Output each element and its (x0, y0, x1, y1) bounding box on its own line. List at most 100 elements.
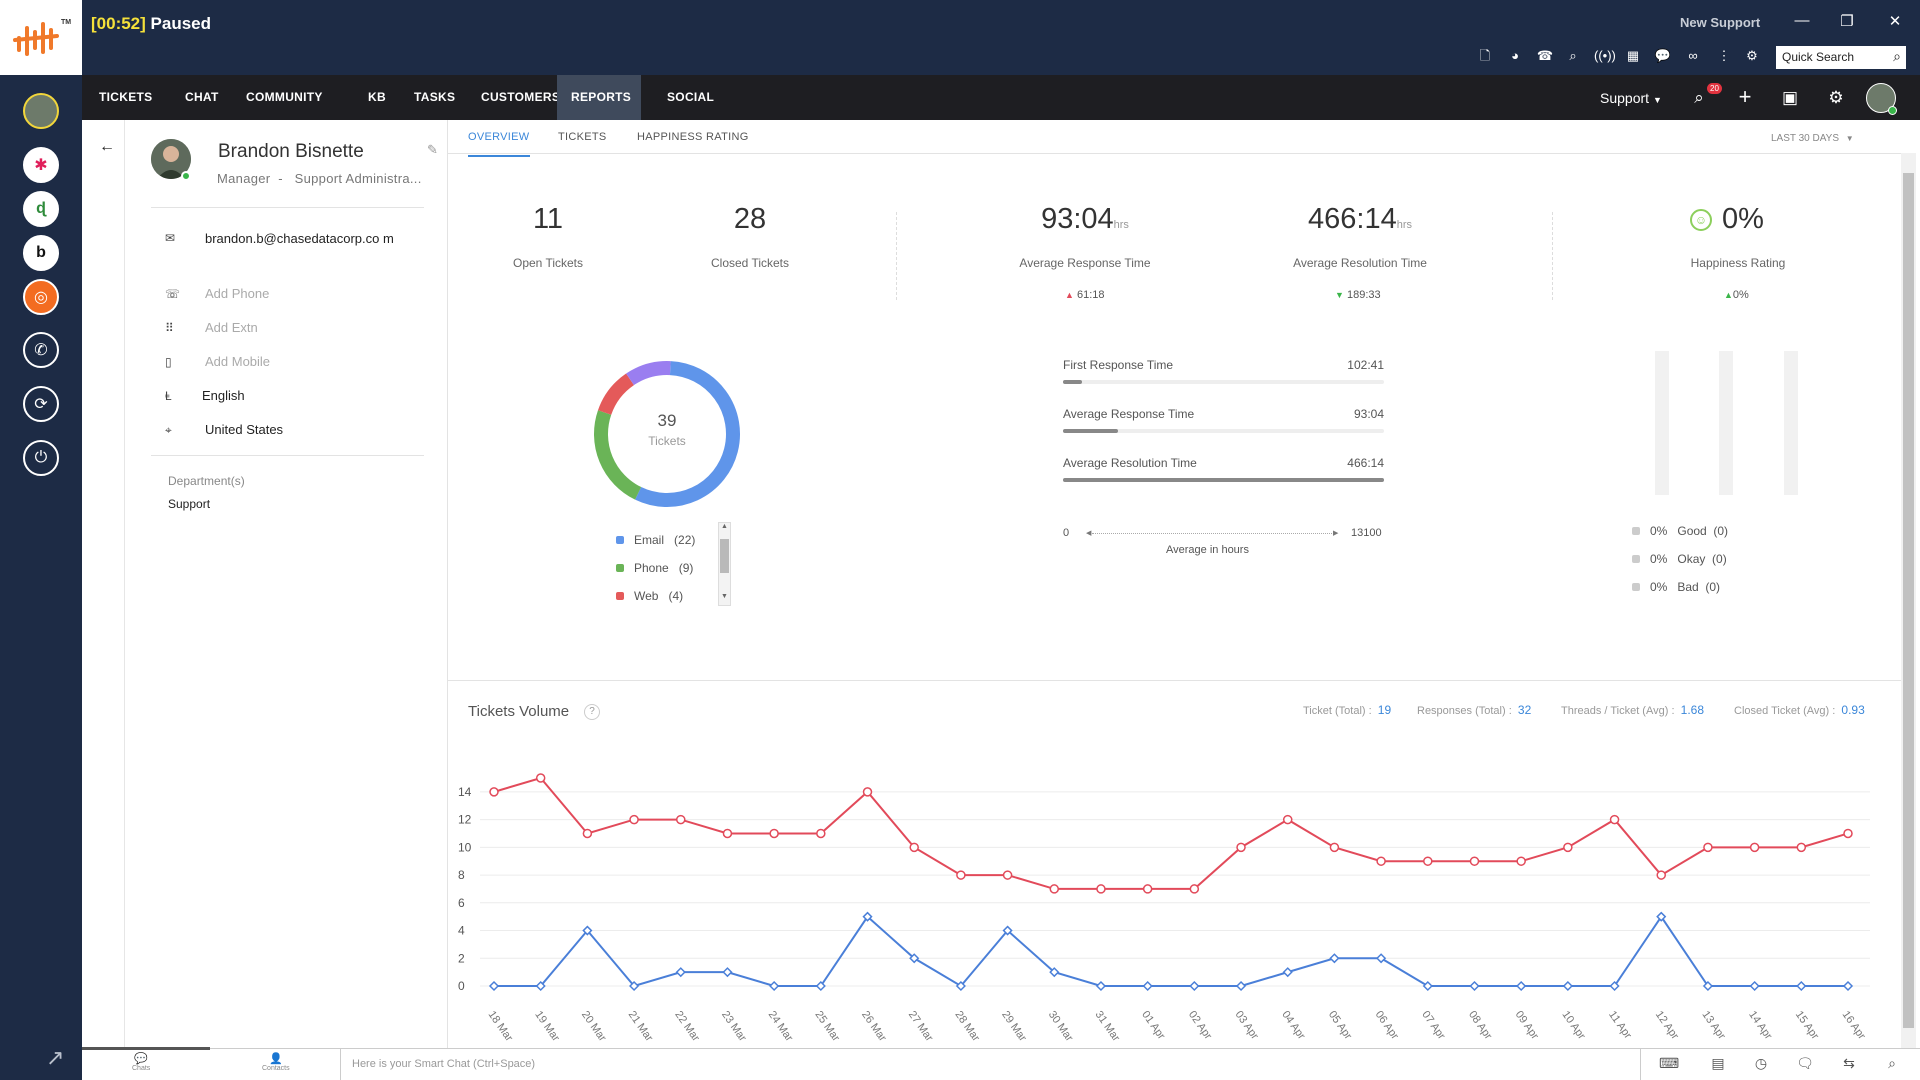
pie-chart-icon[interactable]: ◕ (1511, 48, 1519, 63)
series-point[interactable] (1796, 842, 1807, 853)
series-point[interactable] (1516, 980, 1527, 992)
search-icon[interactable]: ⌕ (1694, 88, 1704, 107)
donut-slice-other[interactable] (626, 361, 671, 386)
series-point[interactable] (1469, 980, 1480, 992)
series-point[interactable] (722, 828, 733, 839)
series-point[interactable] (1702, 980, 1713, 992)
chat-bubbles-icon[interactable]: 💬 (1654, 48, 1672, 63)
series-point[interactable] (1749, 842, 1760, 853)
series-point[interactable] (629, 814, 639, 825)
series-point[interactable] (1002, 870, 1013, 880)
notes-icon[interactable]: ▤ (1711, 1055, 1725, 1071)
add-mobile-row[interactable]: ▯ Add Mobile (165, 354, 405, 369)
series-point[interactable] (909, 842, 919, 853)
search-icon[interactable]: ⌕ (1893, 48, 1901, 64)
series-point[interactable] (582, 828, 593, 839)
donut-slice-phone[interactable] (594, 410, 642, 500)
more-vertical-icon[interactable]: ⋮ (1717, 48, 1731, 63)
search-icon[interactable]: ⌕ (1569, 48, 1577, 63)
freshdesk-icon[interactable]: ɖ (23, 191, 59, 227)
series-point[interactable] (1189, 884, 1200, 894)
series-point[interactable] (1142, 980, 1153, 992)
tab-tickets[interactable]: TICKETS (558, 131, 607, 143)
nav-reports[interactable]: REPORTS (557, 75, 641, 120)
series-point[interactable] (956, 870, 966, 880)
slack-icon[interactable]: ✱ (23, 147, 59, 183)
series-point[interactable] (1049, 967, 1060, 978)
donut-slice-email[interactable] (635, 361, 740, 507)
series-point[interactable] (769, 980, 780, 992)
series-point[interactable] (1376, 953, 1387, 964)
document-icon[interactable]: 🗋 (1479, 48, 1491, 63)
series-point[interactable] (1142, 884, 1153, 894)
series-point[interactable] (1749, 980, 1760, 992)
series-point[interactable] (535, 980, 546, 992)
nav-tasks[interactable]: TASKS (414, 90, 456, 104)
series-point[interactable] (1329, 842, 1340, 853)
series-point[interactable] (1796, 980, 1807, 992)
nav-tickets[interactable]: TICKETS (99, 90, 153, 104)
quick-search-input[interactable]: Quick Search ⌕ (1776, 46, 1906, 69)
close-icon[interactable]: ✕ (1888, 13, 1902, 30)
scroll-down-icon[interactable]: ▼ (721, 593, 728, 600)
series-point[interactable] (1236, 842, 1246, 853)
expand-icon[interactable]: ↗ (46, 1045, 65, 1070)
legend-email[interactable]: Email (22) (616, 533, 695, 547)
series-point[interactable] (1235, 980, 1247, 992)
series-point[interactable] (955, 980, 966, 992)
tab-happiness-rating[interactable]: HAPPINESS RATING (637, 131, 749, 143)
series-point[interactable] (815, 980, 826, 992)
series-point[interactable] (1049, 884, 1060, 894)
series-point[interactable] (1095, 980, 1107, 992)
page-scrollbar-thumb[interactable] (1903, 173, 1914, 1028)
sync-icon[interactable]: ⟳ (23, 386, 59, 422)
series-point[interactable] (722, 967, 733, 978)
legend-phone[interactable]: Phone (9) (616, 561, 693, 575)
nav-community[interactable]: COMMUNITY (246, 90, 323, 104)
series-point[interactable] (1422, 980, 1433, 992)
legend-web[interactable]: Web (4) (616, 589, 683, 603)
legend-scrollbar[interactable]: ▲ ▼ (718, 522, 731, 606)
series-point[interactable] (629, 980, 640, 992)
add-extn-row[interactable]: ⠿ Add Extn (165, 320, 405, 335)
bing-icon[interactable]: b (23, 235, 59, 271)
transfer-icon[interactable]: ⇆ (1843, 1055, 1855, 1071)
scrollbar-thumb[interactable] (720, 539, 729, 573)
add-phone-row[interactable]: ☏ Add Phone (165, 286, 405, 301)
series-point[interactable] (862, 787, 873, 797)
series-point[interactable] (1609, 980, 1620, 992)
tab-overview[interactable]: OVERVIEW (468, 131, 530, 157)
chat-icon[interactable]: 🗨 (1796, 1055, 1814, 1071)
series-point[interactable] (1469, 856, 1480, 866)
series-point[interactable] (862, 911, 873, 922)
series-point[interactable] (1376, 856, 1386, 866)
series-point[interactable] (488, 980, 500, 992)
series-point[interactable] (675, 967, 686, 978)
series-point[interactable] (1609, 814, 1620, 825)
series-point[interactable] (1843, 828, 1853, 839)
page-scrollbar[interactable] (1901, 153, 1916, 1048)
series-point[interactable] (1002, 925, 1013, 936)
series-point[interactable] (1563, 842, 1573, 853)
settings-icon[interactable]: ⚙ (1746, 48, 1758, 63)
series-point[interactable] (1656, 911, 1667, 922)
contacts-tab[interactable]: 👤 Contacts (262, 1052, 290, 1072)
phone-book-icon[interactable]: ☎ (1536, 48, 1554, 63)
series-point[interactable] (1423, 856, 1433, 866)
settings-icon[interactable]: ⚙ (1828, 88, 1844, 107)
support-lifebuoy-icon[interactable]: ◎ (23, 279, 59, 315)
series-point[interactable] (489, 787, 499, 797)
nav-chat[interactable]: CHAT (185, 90, 219, 104)
help-icon[interactable]: ? (584, 704, 600, 720)
series-point[interactable] (1562, 980, 1573, 992)
series-point[interactable] (1703, 842, 1713, 853)
series-point[interactable] (1656, 870, 1666, 880)
series-point[interactable] (769, 828, 779, 839)
add-extn-link[interactable]: Add Extn (205, 320, 258, 335)
calendar-icon[interactable]: ▦ (1626, 48, 1640, 63)
nav-social[interactable]: SOCIAL (667, 90, 715, 104)
minimize-icon[interactable]: — (1794, 12, 1810, 29)
add-icon[interactable]: + (1738, 84, 1752, 109)
smart-chat-input[interactable]: Here is your Smart Chat (Ctrl+Space) (352, 1058, 536, 1070)
broadcast-icon[interactable]: ((•)) (1594, 48, 1616, 63)
